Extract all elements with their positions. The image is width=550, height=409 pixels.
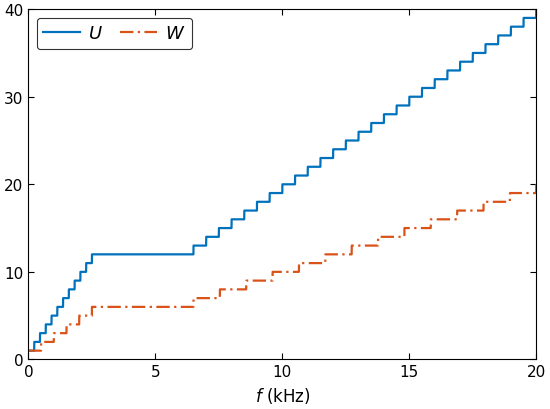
Line: $W$: $W$ [29, 185, 536, 351]
$U$ [351, 139, 358, 144]
$W$ [351, 243, 358, 248]
$U$ [25, 348, 32, 353]
$W$ [25, 348, 32, 353]
$U$ [152, 252, 158, 257]
X-axis label: $f$ (kHz): $f$ (kHz) [255, 385, 310, 405]
$U$ [500, 34, 507, 39]
$W$ [500, 200, 507, 205]
$W$ [389, 235, 395, 240]
Line: $U$: $U$ [29, 10, 536, 351]
$U$ [265, 200, 272, 205]
$W$ [332, 252, 339, 257]
$W$ [265, 279, 272, 283]
Legend: $U$, $W$: $U$, $W$ [37, 18, 192, 50]
$U$ [332, 148, 339, 153]
$U$ [533, 8, 540, 13]
$W$ [152, 305, 158, 310]
$U$ [389, 112, 395, 117]
$W$ [533, 182, 540, 187]
